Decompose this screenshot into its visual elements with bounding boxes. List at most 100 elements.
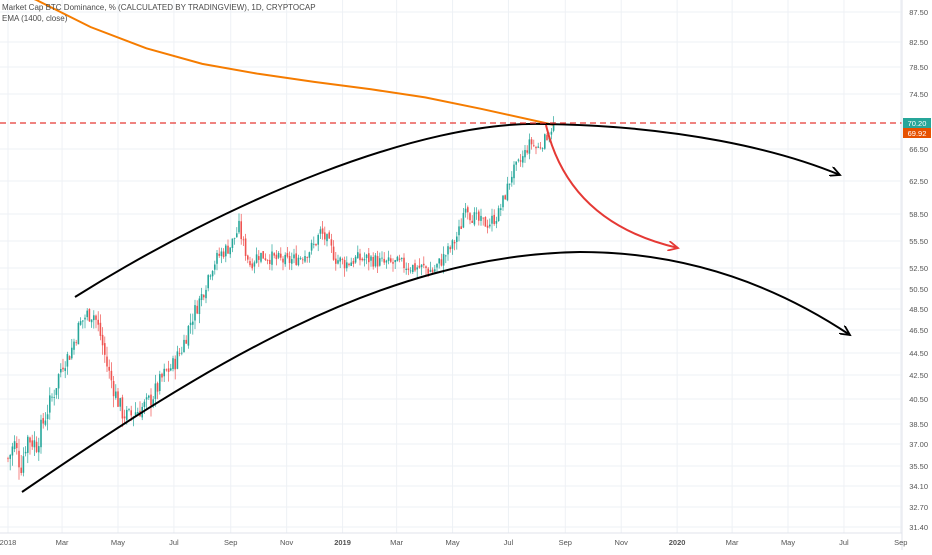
candle (152, 399, 154, 407)
x-tick-label: May (781, 538, 795, 547)
candle (447, 246, 449, 255)
candle (222, 251, 225, 257)
x-tick-label: Mar (726, 538, 739, 547)
candle (524, 150, 526, 158)
candle (544, 134, 546, 149)
candle (134, 412, 137, 417)
candle (192, 321, 194, 325)
candle (275, 254, 278, 260)
grid (0, 0, 902, 533)
candle (317, 235, 319, 245)
candle (24, 451, 27, 454)
candle (117, 391, 119, 407)
annotations (21, 122, 850, 493)
candle (460, 226, 462, 229)
candle (517, 159, 520, 161)
candle (526, 150, 528, 153)
candle (38, 446, 40, 453)
candle (82, 320, 84, 322)
chart-title: Market Cap BTC Dominance, % (CALCULATED … (2, 3, 316, 12)
candle (183, 339, 185, 352)
candle (409, 270, 412, 272)
candle (453, 242, 456, 244)
candle (552, 122, 555, 131)
ema-series (33, 0, 555, 126)
last-price-tag (903, 118, 931, 128)
candle (165, 369, 168, 371)
y-axis-labels: 87.50 82.50 78.50 74.50 66.50 62.50 58.50 55.50… (909, 8, 928, 532)
candle (473, 212, 476, 225)
candle (64, 368, 66, 371)
candle (341, 259, 344, 260)
candle (513, 164, 515, 179)
x-tick-label: May (445, 538, 459, 547)
candle (29, 437, 31, 443)
candle (249, 261, 251, 266)
candle (398, 258, 401, 260)
candle (519, 160, 522, 162)
candle (77, 323, 80, 345)
candle (189, 322, 192, 326)
candle (242, 239, 245, 241)
x-axis-labels: 2018 Mar May Jul Sep Nov 2019 Mar May Jul Sep Nov 20… (0, 538, 907, 547)
candle (357, 252, 359, 259)
candle (150, 394, 152, 406)
candle (363, 258, 366, 261)
y-tick-label: 55.50 (909, 237, 928, 246)
y-tick-label: 37.00 (909, 440, 928, 449)
y-tick-label: 82.50 (909, 38, 928, 47)
candle (84, 317, 86, 320)
candle (236, 233, 238, 238)
candle (251, 263, 253, 269)
candle (130, 410, 132, 416)
candle (308, 252, 311, 258)
candle (396, 256, 399, 262)
x-tick-label: 2020 (669, 538, 686, 547)
candle (262, 251, 264, 259)
x-tick-label: Jul (839, 538, 849, 547)
candle (354, 256, 357, 263)
candle (445, 255, 447, 257)
candle (68, 356, 71, 360)
candle (489, 224, 491, 227)
candle (33, 440, 36, 448)
candle (401, 258, 403, 259)
candle (346, 262, 348, 269)
candle (154, 383, 157, 399)
candle (51, 396, 53, 398)
candle (73, 341, 75, 350)
candle (207, 275, 209, 289)
candle (471, 220, 473, 223)
x-tick-label: Mar (56, 538, 69, 547)
candle (119, 398, 121, 407)
candle (13, 441, 16, 449)
y-tick-label: 31.40 (909, 523, 928, 532)
candle (500, 208, 502, 210)
y-tick-label: 52.50 (909, 264, 928, 273)
candle (315, 244, 317, 246)
candle (504, 195, 506, 200)
candle (407, 268, 410, 270)
candle (508, 183, 511, 185)
candle (506, 183, 509, 201)
candle (121, 397, 124, 419)
candle (240, 221, 242, 240)
candle (425, 266, 427, 268)
x-tick-label: Nov (615, 538, 629, 547)
candle (174, 358, 176, 370)
candle (350, 262, 352, 266)
candle (372, 257, 374, 267)
candle (458, 226, 460, 236)
indicator-label: EMA (1400, close) (2, 14, 68, 23)
candle (332, 246, 335, 260)
candle (451, 240, 454, 249)
candle (390, 258, 392, 262)
candle (533, 145, 535, 147)
candle (185, 339, 187, 344)
candle (266, 260, 269, 261)
candle (431, 269, 434, 273)
candle (205, 289, 207, 299)
candle (88, 309, 91, 322)
candle (163, 368, 165, 377)
